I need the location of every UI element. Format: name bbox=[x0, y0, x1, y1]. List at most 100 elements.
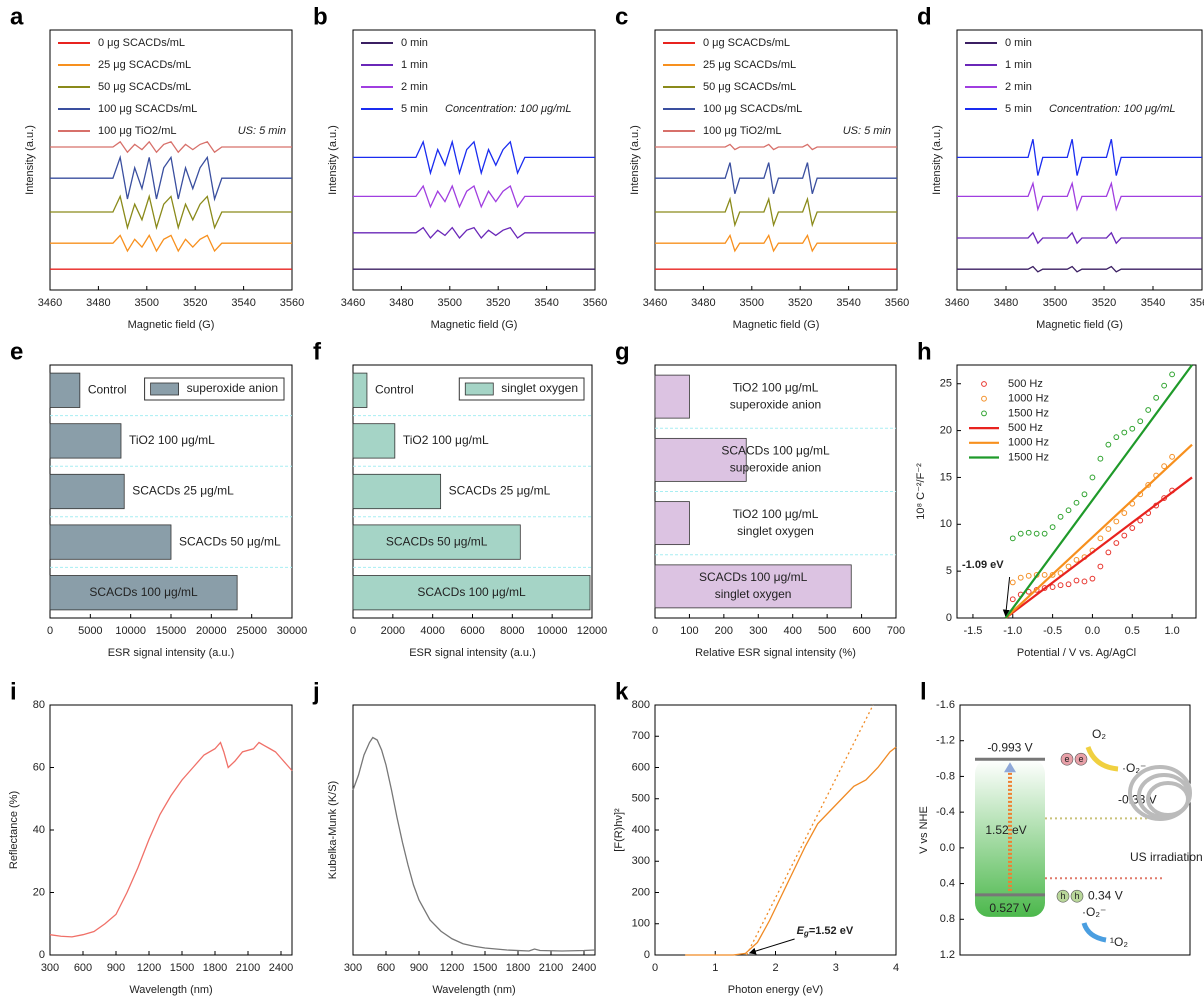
bandgap-subscript: g bbox=[803, 929, 809, 938]
y-tick-label: 0.0 bbox=[940, 842, 955, 854]
category-label: SCACDs 100 μg/mL bbox=[699, 570, 808, 584]
x-tick-label: 3540 bbox=[836, 297, 860, 309]
category-label: SCACDs 25 μg/mL bbox=[449, 484, 551, 498]
category-label: SCACDs 100 μg/mL bbox=[89, 585, 198, 599]
data-point bbox=[1017, 530, 1024, 537]
category-label: TiO2 100 μg/mL bbox=[733, 380, 819, 394]
x-tick-label: 0.5 bbox=[1125, 625, 1140, 637]
x-tick-label: 2400 bbox=[572, 962, 596, 974]
x-tick-label: 500 bbox=[818, 625, 836, 637]
data-point bbox=[1049, 524, 1056, 531]
superoxide-label: ·O₂⁻ bbox=[1082, 905, 1106, 919]
series-line bbox=[353, 184, 595, 209]
x-tick-label: 600 bbox=[852, 625, 870, 637]
panel-letter: j bbox=[312, 678, 320, 705]
category-label: Control bbox=[375, 382, 414, 396]
x-tick-label: 3520 bbox=[486, 297, 510, 309]
x-tick-label: 1.0 bbox=[1164, 625, 1179, 637]
series-line bbox=[957, 139, 1202, 176]
y-tick-label: 25 bbox=[940, 378, 952, 390]
annotation: Concentration: 100 μg/mL bbox=[1049, 103, 1176, 115]
bar bbox=[352, 575, 591, 611]
x-tick-label: 10000 bbox=[115, 625, 146, 637]
legend-label: 100 μg TiO2/mL bbox=[703, 125, 782, 137]
legend-label: 25 μg SCACDs/mL bbox=[703, 59, 796, 71]
data-point bbox=[1009, 596, 1016, 603]
legend-label: 1 min bbox=[401, 59, 428, 71]
data-point bbox=[1065, 581, 1072, 588]
series-line bbox=[655, 143, 897, 151]
panel-letter: e bbox=[10, 338, 23, 365]
fit-line bbox=[1004, 443, 1193, 619]
x-tick-label: 20000 bbox=[196, 625, 227, 637]
x-tick-label: 6000 bbox=[460, 625, 484, 637]
y-tick-label: 1.2 bbox=[940, 949, 955, 961]
series-line bbox=[746, 704, 874, 956]
data-point bbox=[1169, 371, 1175, 378]
series-line bbox=[50, 234, 292, 253]
stimulus-label: US irradiation bbox=[1130, 850, 1203, 864]
x-tick-label: 3480 bbox=[994, 297, 1018, 309]
x-tick-label: 3540 bbox=[231, 297, 255, 309]
x-tick-label: 2100 bbox=[539, 962, 563, 974]
data-point bbox=[1121, 429, 1128, 436]
intercept-label: -1.09 eV bbox=[962, 559, 1004, 571]
legend-label: 2 min bbox=[401, 81, 428, 93]
x-tick-label: 1800 bbox=[203, 962, 227, 974]
x-tick-label: 4000 bbox=[420, 625, 444, 637]
x-tick-label: 2400 bbox=[269, 962, 293, 974]
x-axis-title: Potential / V vs. Ag/AgCl bbox=[1017, 647, 1136, 659]
y-tick-label: 600 bbox=[632, 761, 650, 773]
y-tick-label: 0.8 bbox=[940, 913, 955, 925]
legend-label: 0 min bbox=[1005, 37, 1032, 49]
x-tick-label: 0 bbox=[350, 625, 356, 637]
legend-label: 500 Hz bbox=[1008, 422, 1043, 434]
hole-label: h bbox=[1060, 891, 1065, 901]
electron bbox=[1060, 752, 1074, 766]
data-point bbox=[1097, 535, 1104, 542]
x-axis-title: Wavelength (nm) bbox=[129, 984, 212, 996]
data-point bbox=[1137, 418, 1144, 425]
y-tick-label: -0.8 bbox=[936, 770, 955, 782]
x-tick-label: -1.0 bbox=[1003, 625, 1022, 637]
x-tick-label: 3520 bbox=[788, 297, 812, 309]
plot-frame bbox=[352, 29, 596, 291]
category-label: SCACDs 100 μg/mL bbox=[417, 585, 526, 599]
data-point bbox=[1105, 441, 1112, 448]
data-point bbox=[1105, 526, 1112, 532]
bar bbox=[654, 501, 690, 546]
bandgap-arrow bbox=[748, 938, 795, 955]
data-point bbox=[1057, 582, 1064, 589]
y-tick-label: 15 bbox=[940, 471, 952, 483]
category-label: SCACDs 50 μg/mL bbox=[179, 534, 281, 548]
excitation-head bbox=[1004, 762, 1016, 773]
x-axis-title: Magnetic field (G) bbox=[1036, 319, 1123, 331]
data-point bbox=[1073, 499, 1080, 506]
y-tick-label: 20 bbox=[940, 424, 952, 436]
annotation: US: 5 min bbox=[843, 125, 891, 137]
x-tick-label: 8000 bbox=[500, 625, 524, 637]
data-point bbox=[1137, 517, 1144, 524]
data-point bbox=[1129, 525, 1136, 531]
data-point bbox=[1113, 518, 1120, 525]
annotation: Concentration: 100 μg/mL bbox=[445, 103, 572, 115]
y-axis-title: Intensity (a.u.) bbox=[327, 125, 339, 195]
x-tick-label: 300 bbox=[41, 962, 59, 974]
reduction-arrow bbox=[1085, 746, 1119, 772]
fit-line bbox=[1004, 476, 1193, 619]
legend-label: 50 μg SCACDs/mL bbox=[703, 81, 796, 93]
category-label: SCACDs 25 μg/mL bbox=[132, 484, 234, 498]
bar bbox=[49, 372, 81, 408]
x-tick-label: 300 bbox=[344, 962, 362, 974]
data-point bbox=[1145, 482, 1152, 488]
redox-label: 0.34 V bbox=[1088, 888, 1123, 902]
legend-label: 1000 Hz bbox=[1008, 393, 1049, 405]
data-point bbox=[1073, 577, 1080, 584]
data-point bbox=[1161, 463, 1168, 470]
legend-label: singlet oxygen bbox=[501, 381, 578, 395]
panel-letter: i bbox=[10, 678, 17, 705]
y-axis-title: V vs NHE bbox=[918, 806, 930, 854]
category-label: TiO2 100 μg/mL bbox=[733, 507, 819, 521]
x-tick-label: -0.5 bbox=[1043, 625, 1062, 637]
panel-letter: h bbox=[917, 338, 932, 365]
